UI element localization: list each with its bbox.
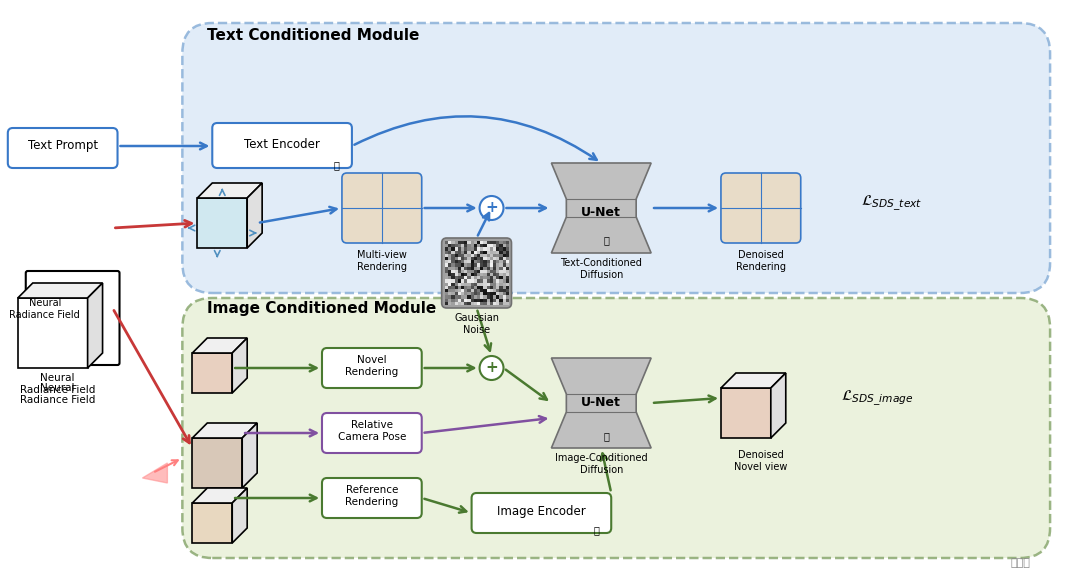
Polygon shape [82, 293, 97, 358]
FancyBboxPatch shape [472, 493, 611, 533]
Text: +: + [485, 361, 498, 376]
FancyBboxPatch shape [442, 238, 512, 308]
Text: Image Conditioned Module: Image Conditioned Module [207, 301, 436, 316]
Text: Text-Conditioned
Diffusion: Text-Conditioned Diffusion [561, 258, 643, 280]
Polygon shape [771, 373, 786, 438]
Text: $\mathcal{L}_{SDS\_text}$: $\mathcal{L}_{SDS\_text}$ [861, 194, 922, 213]
Text: U-Net: U-Net [581, 397, 621, 409]
Text: Text Prompt: Text Prompt [28, 139, 97, 153]
Text: Text Encoder: Text Encoder [244, 138, 320, 150]
Polygon shape [721, 373, 786, 388]
Text: Image Encoder: Image Encoder [497, 505, 585, 517]
Text: Multi-view
Rendering: Multi-view Rendering [356, 250, 407, 272]
Text: 🔒: 🔒 [604, 431, 609, 441]
FancyBboxPatch shape [721, 173, 800, 243]
Polygon shape [198, 183, 262, 198]
Circle shape [480, 356, 503, 380]
Polygon shape [17, 283, 103, 298]
Polygon shape [32, 293, 97, 308]
Polygon shape [232, 338, 247, 393]
Polygon shape [198, 198, 247, 248]
Polygon shape [192, 488, 247, 503]
Polygon shape [192, 503, 232, 543]
Text: Image-Conditioned
Diffusion: Image-Conditioned Diffusion [555, 453, 648, 475]
Polygon shape [32, 308, 82, 358]
Text: 量子位: 量子位 [1010, 558, 1030, 568]
Polygon shape [17, 298, 87, 368]
Polygon shape [552, 163, 651, 253]
Polygon shape [143, 463, 167, 483]
Polygon shape [192, 338, 247, 353]
FancyBboxPatch shape [322, 348, 421, 388]
Polygon shape [232, 488, 247, 543]
Text: Denoised
Rendering: Denoised Rendering [735, 250, 786, 272]
Text: 🔒: 🔒 [334, 160, 340, 170]
Text: 🔒: 🔒 [593, 525, 599, 535]
Circle shape [480, 196, 503, 220]
Text: Denoised
Novel view: Denoised Novel view [734, 450, 787, 472]
FancyBboxPatch shape [213, 123, 352, 168]
FancyBboxPatch shape [322, 478, 421, 518]
FancyBboxPatch shape [342, 173, 421, 243]
Text: Neural
Radiance Field: Neural Radiance Field [10, 298, 80, 320]
Text: 🔒: 🔒 [604, 235, 609, 245]
Polygon shape [192, 353, 232, 393]
Text: Gaussian
Noise: Gaussian Noise [454, 313, 499, 335]
Text: Relative
Camera Pose: Relative Camera Pose [338, 420, 406, 442]
Text: Text Conditioned Module: Text Conditioned Module [207, 28, 420, 43]
Polygon shape [87, 283, 103, 368]
Polygon shape [192, 423, 257, 438]
Text: +: + [485, 201, 498, 216]
Text: Reference
Rendering: Reference Rendering [346, 485, 399, 507]
FancyBboxPatch shape [183, 298, 1050, 558]
FancyBboxPatch shape [183, 23, 1050, 293]
FancyBboxPatch shape [26, 271, 120, 365]
Polygon shape [721, 388, 771, 438]
Text: Neural
Radiance Field: Neural Radiance Field [21, 383, 95, 405]
Polygon shape [242, 423, 257, 488]
Text: Neural
Radiance Field: Neural Radiance Field [21, 373, 95, 395]
Polygon shape [192, 438, 242, 488]
Text: Novel
Rendering: Novel Rendering [346, 355, 399, 377]
FancyBboxPatch shape [8, 128, 118, 168]
FancyBboxPatch shape [322, 413, 421, 453]
Polygon shape [247, 183, 262, 248]
Text: U-Net: U-Net [581, 206, 621, 220]
Text: $\mathcal{L}_{SDS\_image}$: $\mathcal{L}_{SDS\_image}$ [840, 388, 914, 407]
Polygon shape [552, 358, 651, 448]
